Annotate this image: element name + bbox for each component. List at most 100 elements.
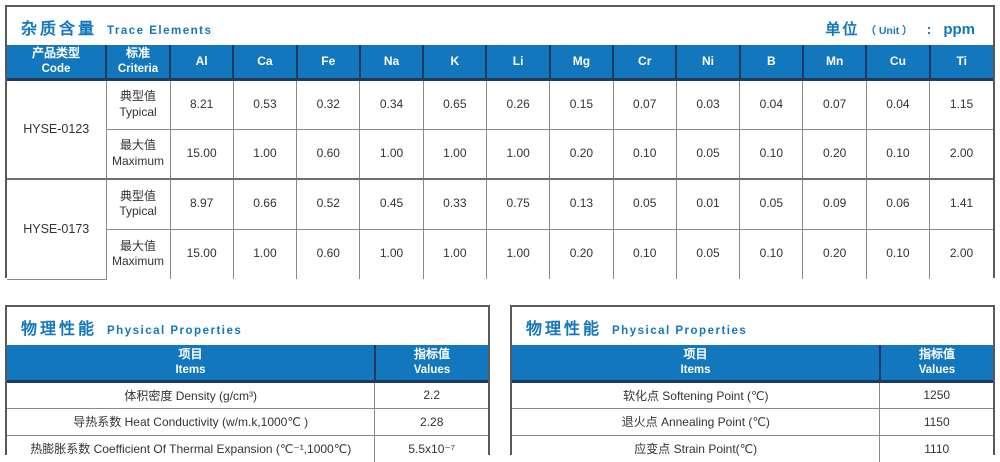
column-header-items-zh: 项目 [683,347,708,362]
value-cell: 0.05 [675,228,741,279]
column-header-items-zh: 项目 [178,347,203,362]
criteria-label-en: Typical [119,104,157,119]
unit-value: ppm [943,21,975,38]
table-row-typical-hyse0123: HYSE-0123 典型值 Typical 8.21 0.53 0.32 0.34… [7,78,993,180]
column-header-element: Mg [548,45,614,81]
table-row-typical-hyse0173: HYSE-0173 典型值 Typical 8.97 0.66 0.52 0.45… [7,178,993,280]
item-cell: 导热系数 Heat Conductivity (w/m.k,1000℃ ) [7,407,376,436]
value-cell: 1.00 [232,228,298,279]
unit-label-zh: 单位 [825,21,860,38]
value-cell: 0.10 [865,228,931,279]
value-cell: 2.28 [374,407,488,436]
value-cell: 0.05 [675,128,741,180]
value-cell: 0.04 [865,78,931,130]
unit-colon: : [926,21,932,37]
column-header-items-en: Items [175,364,206,377]
table-row-heat-conductivity: 导热系数 Heat Conductivity (w/m.k,1000℃ ) 2.… [7,407,488,436]
column-header-element: Mn [801,45,867,81]
value-cell: 0.26 [485,78,551,130]
criteria-label-zh: 典型值 [119,88,156,103]
value-cell: 0.45 [359,178,424,230]
table-row-thermal-expansion: 热膨胀系数 Coefficient Of Thermal Expansion (… [7,434,488,462]
value-cell: 1.00 [422,228,487,279]
criteria-label-en: Typical [119,204,157,219]
column-header-element: Fe [295,45,360,81]
trace-elements-title-zh: 杂质含量 [21,21,98,38]
trace-elements-table: 产品类型 Code 标准 Criteria Al Ca Fe Na K Li Mg … [7,45,993,280]
value-cell: 8.21 [169,78,234,130]
column-header-criteria: 标准 Criteria [105,45,170,81]
table-row-strain-point: 应变点 Strain Point(℃) 1110 [512,434,993,462]
value-cell: 1.00 [485,228,551,279]
item-cell: 体积密度 Density (g/cm³) [7,380,376,409]
column-header-values: 指标值 Values [373,345,488,383]
column-header-element: Ni [675,45,740,81]
column-header-element: Cu [865,45,930,81]
column-header-element: Ti [928,45,993,81]
value-cell: 0.10 [865,128,931,180]
column-header-criteria-en: Criteria [117,63,159,76]
column-header-values-en: Values [413,364,451,377]
value-cell: 0.04 [739,78,804,130]
value-cell: 1.00 [359,128,424,180]
table-row-density: 体积密度 Density (g/cm³) 2.2 [7,380,488,409]
column-header-values-zh: 指标值 [413,347,450,362]
value-cell: 1150 [879,407,993,436]
physical-right-header-row: 项目 Items 指标值 Values [512,345,993,383]
item-cell: 退火点 Annealing Point (℃) [512,407,881,436]
value-cell: 0.33 [422,178,487,230]
product-code-cell: HYSE-0123 [7,78,107,180]
value-cell: 0.05 [612,178,677,230]
unit-label-group: 单位 （ Unit ） : ppm [825,18,981,39]
column-header-code: 产品类型 Code [7,45,106,81]
column-header-values-zh: 指标值 [918,347,955,362]
value-cell: 0.13 [549,178,614,230]
value-cell: 0.10 [739,128,804,180]
value-cell: 0.10 [612,228,677,279]
physical-properties-left-panel: 物理性能 Physical Properties 项目 Items 指标值 Valu… [5,305,490,462]
column-header-values-en: Values [918,364,956,377]
value-cell: 8.97 [169,178,234,230]
value-cell: 0.10 [612,128,677,180]
value-cell: 0.09 [802,178,867,230]
trace-elements-title-en: Trace Elements [107,25,213,37]
physical-right-titlebar: 物理性能 Physical Properties [512,307,993,345]
value-cell: 0.03 [675,78,741,130]
value-cell: 0.05 [739,178,804,230]
criteria-cell: 最大值 Maximum [106,128,171,180]
physical-properties-right-panel: 物理性能 Physical Properties 项目 Items 指标值 Valu… [510,305,995,462]
value-cell: 0.52 [296,178,361,230]
column-header-element: Cr [612,45,677,81]
value-cell: 0.20 [549,128,614,180]
physical-left-table: 项目 Items 指标值 Values 体积密度 Density (g/cm³) 2… [7,345,488,462]
criteria-label-zh: 最大值 [119,138,156,153]
column-header-element: K [422,45,487,81]
physical-right-title-zh: 物理性能 [526,321,603,338]
value-cell: 0.20 [549,228,614,279]
value-cell: 1.00 [359,228,424,279]
value-cell: 1.00 [232,128,298,180]
product-code-cell: HYSE-0173 [7,178,107,280]
column-header-element: B [738,45,803,81]
value-cell: 0.53 [232,78,298,130]
trace-elements-table-panel: 杂质含量 Trace Elements 单位 （ Unit ） : ppm 产品… [5,5,995,280]
physical-left-titlebar: 物理性能 Physical Properties [7,307,488,345]
table-row-maximum-hyse0123: 最大值 Maximum 15.00 1.00 0.60 1.00 1.00 1.0… [7,128,993,180]
value-cell: 0.20 [802,228,867,279]
value-cell: 1.00 [485,128,551,180]
physical-right-title-en: Physical Properties [612,325,748,337]
value-cell: 0.34 [359,78,424,130]
value-cell: 0.07 [802,78,867,130]
physical-left-title-zh: 物理性能 [21,321,98,338]
value-cell: 5.5x10⁻⁷ [374,434,488,462]
table-row-maximum-hyse0173: 最大值 Maximum 15.00 1.00 0.60 1.00 1.00 1.0… [7,228,993,279]
criteria-label-en: Maximum [111,254,164,269]
column-header-criteria-zh: 标准 [125,46,150,61]
value-cell: 15.00 [169,128,234,180]
column-header-items-en: Items [680,364,711,377]
criteria-label-zh: 典型值 [119,188,156,203]
unit-label-en: （ Unit ） [865,25,913,37]
column-header-items: 项目 Items [512,345,880,383]
value-cell: 2.00 [929,128,993,180]
item-cell: 应变点 Strain Point(℃) [512,434,881,462]
